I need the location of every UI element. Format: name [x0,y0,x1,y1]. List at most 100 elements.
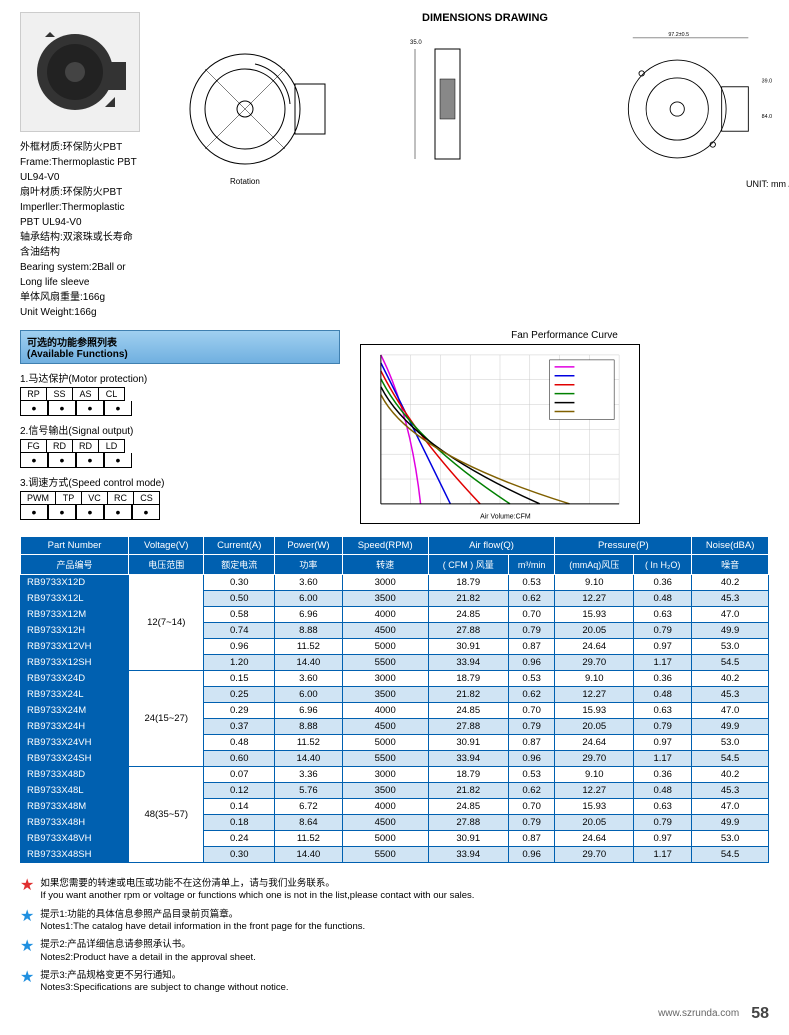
data-cell: 0.07 [204,767,275,783]
svg-text:84.0: 84.0 [762,114,772,120]
voltage-cell: 24(15~27) [129,671,204,767]
data-cell: 24.64 [555,831,634,847]
data-cell: 54.5 [692,655,769,671]
func-cell: RD [73,440,99,453]
data-cell: 5000 [342,831,428,847]
data-cell: 49.9 [692,815,769,831]
data-cell: 27.88 [428,719,508,735]
data-cell: 14.40 [275,847,343,863]
func-cell: CS [134,492,160,505]
data-cell: 3500 [342,687,428,703]
voltage-cell: 12(7~14) [129,575,204,671]
data-cell: 0.97 [634,639,692,655]
svg-text:35.0: 35.0 [410,40,422,46]
part-number-cell: RB9733X48M [21,799,129,815]
left-col: 外框材质:环保防火PBTFrame:Thermoplastic PBT UL94… [20,12,140,320]
functions-header: 可选的功能参照列表 (Available Functions) [20,330,340,364]
data-cell: 0.48 [204,735,275,751]
data-cell: 0.87 [508,639,555,655]
table-subheader: (mmAq)风压 [555,555,634,575]
data-cell: 0.79 [634,623,692,639]
data-cell: 0.37 [204,719,275,735]
data-cell: 0.15 [204,671,275,687]
data-cell: 3.36 [275,767,343,783]
func-cell: SS [47,388,73,401]
product-photo [20,12,140,132]
table-header: Noise(dBA) [692,537,769,555]
data-cell: 6.96 [275,703,343,719]
func-dot: • [104,401,132,416]
notes-section: ★如果您需要的转速或电压或功能不在这份清单上，请与我们业务联系。If you w… [20,878,769,995]
func-dot: • [48,453,76,468]
footer: www.szrunda.com 58 [20,1005,769,1023]
func-dot: • [48,505,76,520]
star-icon: ★ [20,878,34,894]
note-row: ★如果您需要的转速或电压或功能不在这份清单上，请与我们业务联系。If you w… [20,878,769,903]
data-cell: 0.96 [508,655,555,671]
data-cell: 24.85 [428,607,508,623]
note-row: ★提示3:产品规格变更不另行通知。Notes3:Specifications a… [20,970,769,995]
star-icon: ★ [20,909,34,925]
data-cell: 20.05 [555,719,634,735]
data-cell: 18.79 [428,575,508,591]
table-header: Voltage(V) [129,537,204,555]
specs-list: 外框材质:环保防火PBTFrame:Thermoplastic PBT UL94… [20,140,140,320]
part-number-cell: RB9733X48H [21,815,129,831]
data-cell: 45.3 [692,591,769,607]
svg-text:Air Volume:CFM: Air Volume:CFM [480,514,531,521]
data-cell: 1.20 [204,655,275,671]
func-cell: TP [56,492,82,505]
data-cell: 3000 [342,575,428,591]
data-cell: 0.24 [204,831,275,847]
data-cell: 0.18 [204,815,275,831]
data-cell: 9.10 [555,575,634,591]
data-cell: 33.94 [428,847,508,863]
data-cell: 0.53 [508,575,555,591]
part-number-cell: RB9733X48L [21,783,129,799]
data-cell: 30.91 [428,639,508,655]
data-cell: 0.63 [634,607,692,623]
data-cell: 12.27 [555,783,634,799]
table-row: RB9733X12D12(7~14)0.303.60300018.790.539… [21,575,769,591]
data-cell: 5.76 [275,783,343,799]
func-dot: • [20,401,48,416]
data-cell: 45.3 [692,783,769,799]
data-cell: 47.0 [692,703,769,719]
data-cell: 0.30 [204,575,275,591]
chart-area: Fan Performance Curve Air Volume:CFM [360,330,769,524]
table-subheader: ( CFM ) 风量 [428,555,508,575]
data-cell: 11.52 [275,735,343,751]
data-cell: 21.82 [428,687,508,703]
data-cell: 6.96 [275,607,343,623]
data-cell: 3500 [342,591,428,607]
data-cell: 0.79 [508,719,555,735]
voltage-cell: 48(35~57) [129,767,204,863]
footer-page: 58 [751,1005,769,1023]
svg-text:39.0: 39.0 [762,78,772,84]
part-number-cell: RB9733X48VH [21,831,129,847]
data-cell: 0.14 [204,799,275,815]
table-header: Air flow(Q) [428,537,555,555]
part-number-cell: RB9733X12L [21,591,129,607]
mid-section: 可选的功能参照列表 (Available Functions) 1.马达保护(M… [20,330,769,524]
data-cell: 0.36 [634,767,692,783]
part-number-cell: RB9733X24M [21,703,129,719]
dimensions-title: DIMENSIONS DRAWING [155,12,789,24]
func-dot: • [48,401,76,416]
data-cell: 0.62 [508,591,555,607]
func-dot: • [76,453,104,468]
data-cell: 33.94 [428,655,508,671]
data-cell: 49.9 [692,623,769,639]
data-cell: 0.96 [508,847,555,863]
func-group-title: 2.信号输出(Signal output) [20,422,340,437]
func-dot: • [76,505,104,520]
data-cell: 0.50 [204,591,275,607]
star-icon: ★ [20,939,34,955]
table-row: RB9733X48D48(35~57)0.073.36300018.790.53… [21,767,769,783]
func-cell: LD [99,440,125,453]
func-dots: •••• [20,401,340,416]
func-cell: PWM [21,492,56,505]
func-cell: VC [82,492,108,505]
func-cell: CL [99,388,125,401]
data-cell: 0.79 [508,623,555,639]
